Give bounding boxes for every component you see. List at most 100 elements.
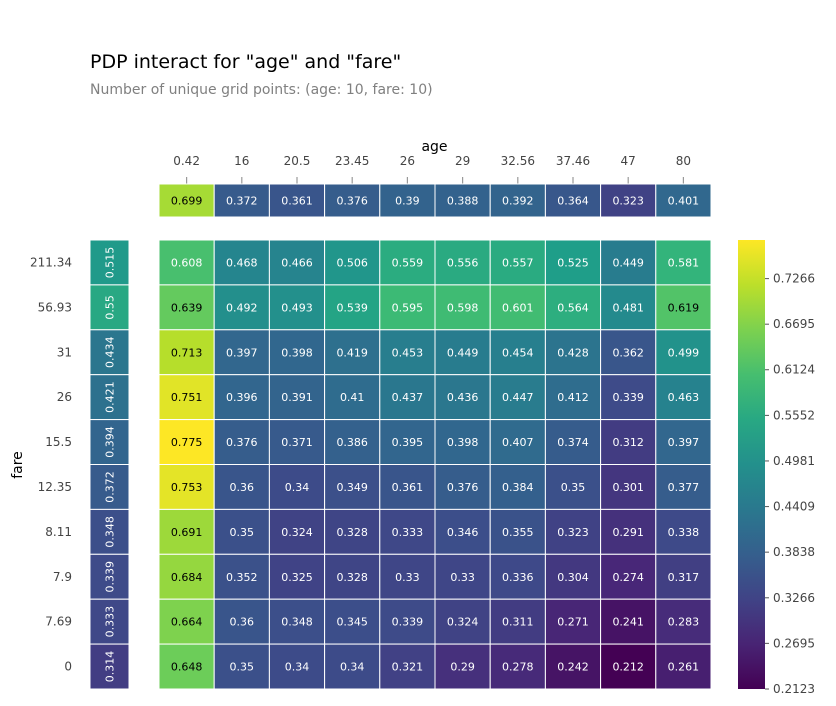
heatmap-cell-label: 0.35 xyxy=(561,481,586,494)
heatmap-cell-label: 0.453 xyxy=(392,346,424,359)
heatmap-cell xyxy=(379,598,436,645)
heatmap-cell-label: 0.386 xyxy=(336,436,368,449)
heatmap-cell-label: 0.323 xyxy=(557,526,589,539)
heatmap-cell-label: 0.557 xyxy=(502,256,534,269)
heatmap-cell-label: 0.608 xyxy=(171,256,203,269)
x-axis-label: age xyxy=(421,139,447,155)
colorbar-tick-label: 0.4409 xyxy=(773,500,815,514)
heatmap-cell-label: 0.371 xyxy=(281,436,313,449)
heatmap-cell xyxy=(379,643,436,690)
heatmap-cell xyxy=(544,598,602,645)
heatmap-cell xyxy=(434,329,491,376)
y-tick-label: 56.93 xyxy=(38,300,72,314)
heatmap-cell xyxy=(434,598,491,645)
heatmap-cell-label: 0.304 xyxy=(557,571,589,584)
chart-subtitle: Number of unique grid points: (age: 10, … xyxy=(90,82,433,98)
heatmap-cell xyxy=(324,329,381,376)
heatmap-cell-label: 0.376 xyxy=(447,481,479,494)
heatmap-cell-label: 0.753 xyxy=(171,481,203,494)
heatmap-cell xyxy=(600,329,657,376)
fare-marginal-label: 0.55 xyxy=(104,295,117,320)
heatmap-cell xyxy=(600,239,657,286)
age-marginal-label: 0.388 xyxy=(447,195,479,208)
heatmap-cell-label: 0.648 xyxy=(171,661,203,674)
heatmap-cell-label: 0.362 xyxy=(612,346,644,359)
heatmap-cell xyxy=(268,284,326,331)
heatmap-cell-label: 0.29 xyxy=(450,661,475,674)
heatmap-cell xyxy=(600,284,657,331)
heatmap-cell xyxy=(324,553,381,600)
fare-marginal-cell xyxy=(89,643,130,690)
heatmap-cell xyxy=(213,329,270,376)
heatmap-cell xyxy=(544,643,602,690)
heatmap-cell-label: 0.713 xyxy=(171,346,203,359)
heatmap-cell xyxy=(544,284,602,331)
fare-marginal-label: 0.515 xyxy=(104,247,117,279)
heatmap-cell xyxy=(324,643,381,690)
heatmap-cell xyxy=(544,508,602,555)
age-marginal-cell xyxy=(434,183,491,218)
heatmap-cell-label: 0.499 xyxy=(668,346,700,359)
age-marginal-label: 0.376 xyxy=(336,195,368,208)
heatmap-cell-label: 0.325 xyxy=(281,571,313,584)
heatmap-cell-label: 0.33 xyxy=(395,571,420,584)
age-marginal-label: 0.372 xyxy=(226,195,258,208)
heatmap-cell xyxy=(213,374,270,421)
heatmap-cell-label: 0.691 xyxy=(171,526,203,539)
heatmap-cell xyxy=(655,329,712,376)
heatmap-cell-label: 0.328 xyxy=(336,526,368,539)
age-marginal-cell xyxy=(268,183,326,218)
x-tick-label: 26 xyxy=(400,154,415,168)
fare-marginal-label: 0.314 xyxy=(104,651,117,683)
heatmap-cell-label: 0.384 xyxy=(502,481,534,494)
heatmap-cell-label: 0.581 xyxy=(668,256,700,269)
heatmap-cell-label: 0.396 xyxy=(226,391,258,404)
heatmap-cell xyxy=(600,598,657,645)
heatmap-cell-label: 0.34 xyxy=(340,661,365,674)
heatmap-cell xyxy=(158,643,215,690)
heatmap-cell-label: 0.35 xyxy=(230,526,255,539)
heatmap-cell-label: 0.559 xyxy=(392,256,424,269)
heatmap-cell-label: 0.212 xyxy=(612,661,644,674)
heatmap-cell-label: 0.751 xyxy=(171,391,203,404)
fare-marginal-cell xyxy=(89,419,130,466)
heatmap-cell xyxy=(158,464,215,510)
x-tick-label: 23.45 xyxy=(335,154,369,168)
heatmap-cell xyxy=(600,464,657,510)
y-tick-group: 211.34 56.93 31 26 15.5 12.35 8.11 7.9 7.69 0 xyxy=(30,255,72,673)
heatmap-cell-label: 0.301 xyxy=(612,481,644,494)
y-axis-label: fare xyxy=(10,451,26,479)
fare-marginal-strip: 0.515 0.55 0.434 0.421 0.394 0.372 0.348 0.339 0… xyxy=(89,239,130,690)
y-tick-label: 0 xyxy=(64,660,72,674)
heatmap-cell xyxy=(434,464,491,510)
age-marginal-label: 0.364 xyxy=(557,195,589,208)
heatmap-cell-label: 0.41 xyxy=(340,391,365,404)
heatmap-cell-label: 0.391 xyxy=(281,391,313,404)
heatmap-cell-label: 0.493 xyxy=(281,301,313,314)
heatmap-cell-label: 0.339 xyxy=(392,616,424,629)
heatmap-cell-label: 0.261 xyxy=(668,661,700,674)
y-tick-label: 7.69 xyxy=(45,615,72,629)
heatmap-cell xyxy=(324,508,381,555)
fare-marginal-cell xyxy=(89,553,130,600)
heatmap-cell xyxy=(600,508,657,555)
age-marginal-cell xyxy=(324,183,381,218)
fare-marginal-label: 0.421 xyxy=(104,381,117,413)
y-tick-label: 8.11 xyxy=(45,525,72,539)
heatmap-cell-label: 0.36 xyxy=(230,481,255,494)
heatmap-cell-label: 0.684 xyxy=(171,571,203,584)
heatmap-cell-label: 0.595 xyxy=(392,301,424,314)
heatmap-cell-label: 0.412 xyxy=(557,391,589,404)
age-marginal-label: 0.323 xyxy=(612,195,644,208)
heatmap-cell-label: 0.328 xyxy=(336,571,368,584)
heatmap-cell-label: 0.324 xyxy=(281,526,313,539)
heatmap-cell-label: 0.398 xyxy=(281,346,313,359)
heatmap-cell-label: 0.395 xyxy=(392,436,424,449)
heatmap-cell xyxy=(158,508,215,555)
heatmap-cell-label: 0.271 xyxy=(557,616,589,629)
colorbar: 0.7266 0.6695 0.6124 0.5552 0.4981 0.4409 0.38… xyxy=(738,240,815,696)
x-tick-label: 37.46 xyxy=(556,154,590,168)
heatmap-cell-label: 0.428 xyxy=(557,346,589,359)
heatmap-cell xyxy=(379,553,436,600)
